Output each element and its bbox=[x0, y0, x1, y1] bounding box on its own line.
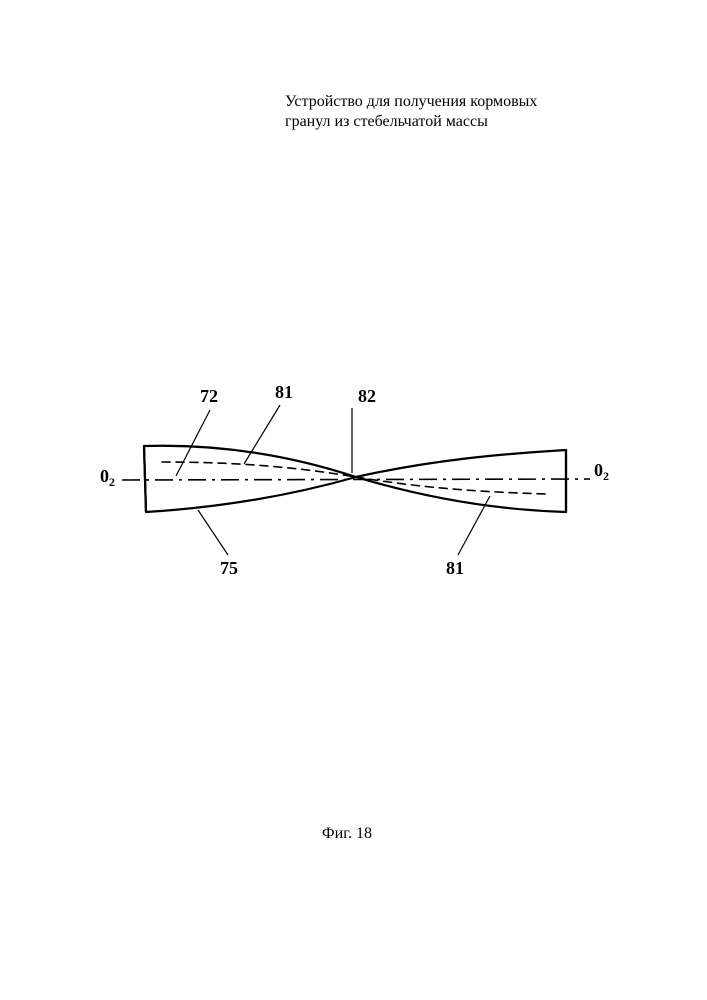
label-82: 82 bbox=[358, 386, 376, 406]
figure-svg: 72 81 82 75 81 02 02 bbox=[100, 370, 610, 590]
label-O2-right: 02 bbox=[594, 460, 609, 483]
leader-l75 bbox=[198, 510, 228, 555]
left-end-edge bbox=[144, 446, 146, 512]
page: Устройство для получения кормовых гранул… bbox=[0, 0, 707, 1000]
label-75: 75 bbox=[220, 558, 238, 578]
title-line-1: Устройство для получения кормовых bbox=[285, 93, 537, 110]
hidden-edge-top bbox=[162, 462, 356, 477]
centerline-axis bbox=[122, 479, 590, 480]
figure-caption: Фиг. 18 bbox=[322, 825, 372, 843]
label-O2-left: 02 bbox=[100, 466, 115, 489]
leader-l81b bbox=[458, 496, 490, 555]
leader-l72 bbox=[176, 410, 210, 476]
page-title: Устройство для получения кормовых гранул… bbox=[285, 92, 537, 132]
label-81-top: 81 bbox=[275, 382, 293, 402]
label-81-bottom: 81 bbox=[446, 558, 464, 578]
label-72: 72 bbox=[200, 386, 218, 406]
title-line-2: гранул из стебельчатой массы bbox=[285, 113, 488, 130]
